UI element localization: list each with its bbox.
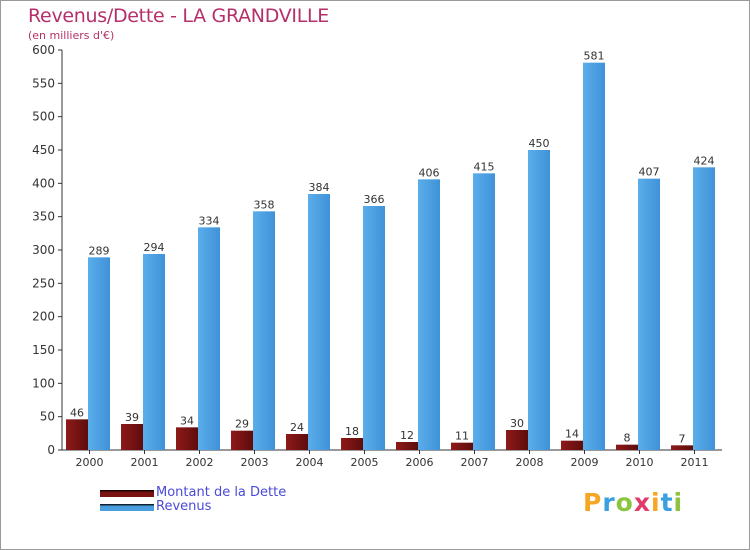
y-tick-label: 300 <box>32 243 55 257</box>
bar-dette <box>231 430 253 450</box>
data-label-revenus: 384 <box>309 181 330 194</box>
y-tick-label: 600 <box>32 43 55 57</box>
legend-swatch-dette <box>100 490 154 497</box>
bar-dette <box>451 442 473 450</box>
bar-revenus <box>583 62 605 451</box>
data-label-dette: 7 <box>679 432 686 445</box>
bar-revenus <box>88 257 110 450</box>
x-tick-label: 2006 <box>406 456 434 469</box>
chart-title: Revenus/Dette - LA GRANDVILLE <box>28 5 329 27</box>
x-tick-label: 2009 <box>571 456 599 469</box>
x-tick-label: 2002 <box>186 456 214 469</box>
bar-dette <box>176 427 198 450</box>
x-tick-label: 2011 <box>681 456 709 469</box>
data-label-revenus: 424 <box>694 154 715 167</box>
y-tick-label: 550 <box>32 76 55 90</box>
logo-letter: x <box>633 488 651 517</box>
bar-dette <box>121 424 143 450</box>
data-label-revenus: 581 <box>584 50 605 63</box>
data-label-revenus: 366 <box>364 193 385 206</box>
y-tick-label: 50 <box>40 410 55 424</box>
proxiti-logo: Proxiti <box>583 488 683 517</box>
data-label-dette: 46 <box>70 406 84 419</box>
y-tick-label: 450 <box>32 143 55 157</box>
data-label-revenus: 358 <box>254 198 275 211</box>
x-tick-label: 2008 <box>516 456 544 469</box>
bar-dette <box>561 440 583 450</box>
bar-dette <box>66 419 88 450</box>
bar-dette <box>671 445 693 450</box>
data-label-revenus: 334 <box>199 214 220 227</box>
y-tick-label: 250 <box>32 276 55 290</box>
data-label-revenus: 415 <box>474 160 495 173</box>
bar-revenus <box>638 178 660 450</box>
bar-revenus <box>418 179 440 451</box>
bar-revenus <box>473 173 495 451</box>
bar-revenus <box>253 211 275 450</box>
x-tick-label: 2001 <box>131 456 159 469</box>
data-label-revenus: 289 <box>89 244 110 257</box>
data-label-dette: 18 <box>345 425 359 438</box>
bar-revenus <box>143 254 165 450</box>
data-label-dette: 14 <box>565 428 579 441</box>
x-tick-label: 2003 <box>241 456 269 469</box>
x-tick-label: 2004 <box>296 456 324 469</box>
y-tick-label: 500 <box>32 110 55 124</box>
bar-revenus <box>693 167 715 451</box>
logo-letter: i <box>673 488 684 517</box>
logo-letter: P <box>583 488 603 517</box>
data-label-revenus: 407 <box>639 166 660 179</box>
data-label-dette: 39 <box>125 411 139 424</box>
y-tick-label: 100 <box>32 376 55 390</box>
y-tick-label: 0 <box>47 443 55 457</box>
logo-letter: o <box>615 488 634 517</box>
data-label-dette: 29 <box>235 418 249 431</box>
y-tick-label: 350 <box>32 210 55 224</box>
bar-dette <box>396 442 418 450</box>
bar-revenus <box>363 206 385 450</box>
data-label-revenus: 406 <box>419 166 440 179</box>
data-label-dette: 11 <box>455 430 469 443</box>
bar-revenus <box>198 227 220 450</box>
legend-item-revenus: Revenus <box>100 499 360 517</box>
data-label-dette: 12 <box>400 429 414 442</box>
data-label-dette: 24 <box>290 421 304 434</box>
y-tick-label: 400 <box>32 176 55 190</box>
data-label-revenus: 294 <box>144 241 165 254</box>
bar-dette <box>286 434 308 450</box>
bar-revenus <box>528 150 550 450</box>
x-tick-label: 2005 <box>351 456 379 469</box>
y-tick-label: 200 <box>32 310 55 324</box>
bar-dette <box>616 444 638 450</box>
bar-dette <box>341 438 363 450</box>
bar-revenus <box>308 194 330 450</box>
chart-subtitle: (en milliers d'€) <box>28 29 115 42</box>
logo-letter: r <box>602 488 616 517</box>
legend-swatch-revenus <box>100 504 154 511</box>
data-label-revenus: 450 <box>529 137 550 150</box>
legend-item-dette: Montant de la Dette <box>100 485 360 503</box>
data-label-dette: 34 <box>180 414 194 427</box>
x-tick-label: 2007 <box>461 456 489 469</box>
logo-letter: t <box>660 488 674 517</box>
data-label-dette: 30 <box>510 417 524 430</box>
x-tick-label: 2010 <box>626 456 654 469</box>
data-label-dette: 8 <box>624 432 631 445</box>
logo-letter: i <box>651 488 661 517</box>
x-tick-label: 2000 <box>76 456 104 469</box>
y-tick-label: 150 <box>32 343 55 357</box>
bar-dette <box>506 430 528 450</box>
legend-label-revenus: Revenus <box>156 499 212 514</box>
legend-label-dette: Montant de la Dette <box>156 485 287 500</box>
